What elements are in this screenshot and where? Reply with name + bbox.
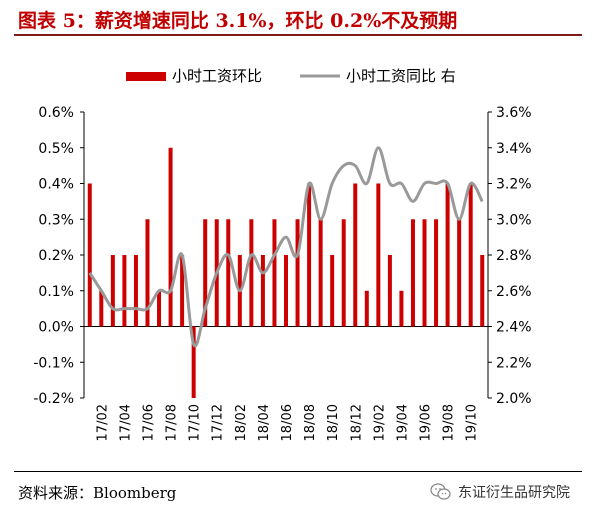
yoy-wage-line	[88, 146, 484, 348]
bar-19/10	[468, 183, 473, 327]
bar-19/03	[387, 255, 392, 327]
source-note: 资料来源：Bloomberg	[18, 484, 177, 502]
right-tick-label: 2.6%	[496, 284, 532, 300]
watermark-label: 东证衍生品研究院	[458, 485, 570, 501]
wechat-icon	[430, 483, 451, 500]
right-tick-label: 3.0%	[496, 212, 532, 228]
x-tick-label: 18/06	[280, 404, 295, 441]
axes: -0.2% -0.1% 0.0% 0.1% 0.2% 0.3% 0.4% 0.5% 0.6% 2.…	[33, 105, 531, 407]
right-tick-label: 3.4%	[496, 141, 532, 157]
bar-19/11	[480, 255, 485, 327]
bar-19/08	[445, 183, 450, 327]
left-tick-label: 0.6%	[38, 105, 74, 121]
x-tick-label: 18/08	[303, 404, 318, 441]
x-tick-label: 19/02	[372, 404, 387, 441]
x-tick-label: 19/06	[419, 404, 434, 441]
line-series	[88, 146, 484, 348]
bar-17/05	[133, 255, 138, 327]
right-tick-label: 3.2%	[496, 177, 532, 193]
bar-19/04	[399, 290, 404, 327]
left-tick-label: 0.1%	[38, 284, 74, 300]
x-tick-label: 19/08	[442, 404, 457, 441]
bar-17/07	[157, 290, 162, 327]
bar-18/12	[353, 183, 358, 327]
legend-bar-label: 小时工资环比	[172, 67, 262, 85]
legend-bar-swatch	[126, 72, 166, 81]
bar-series	[87, 147, 485, 398]
bar-19/01	[364, 290, 369, 327]
x-tick-label: 17/02	[95, 404, 110, 441]
left-tick-label: 0.4%	[38, 177, 74, 193]
bar-18/03	[249, 219, 254, 327]
bar-19/02	[376, 183, 381, 327]
x-tick-label: 19/04	[395, 404, 410, 441]
bar-18/08	[307, 183, 312, 327]
bar-18/07	[295, 219, 300, 327]
bar-18/05	[272, 219, 277, 327]
title-underline	[14, 34, 582, 36]
bar-19/06	[422, 219, 427, 327]
bar-17/04	[122, 255, 127, 327]
bar-17/02	[99, 290, 104, 327]
x-tick-label: 18/10	[326, 404, 341, 441]
x-tick-label: 17/12	[211, 404, 226, 441]
legend-line-label: 小时工资同比 右	[346, 67, 456, 85]
x-tick-label: 17/06	[141, 404, 156, 441]
bar-18/09	[318, 219, 323, 327]
legend: 小时工资环比 小时工资同比 右	[126, 67, 456, 85]
bar-19/09	[457, 219, 462, 327]
left-tick-label: -0.1%	[33, 355, 74, 371]
bar-17/08	[168, 147, 173, 327]
x-tick-label: 17/08	[165, 404, 180, 441]
footer-rule	[14, 471, 582, 472]
left-tick-label: 0.3%	[38, 212, 74, 228]
bar-17/06	[145, 219, 150, 327]
left-tick-label: 0.5%	[38, 141, 74, 157]
x-tick-label: 17/04	[118, 404, 133, 441]
bar-17/01	[87, 183, 92, 327]
right-tick-label: 2.8%	[496, 248, 532, 264]
x-tick-label: 18/04	[257, 404, 272, 441]
bar-18/04	[260, 255, 265, 327]
chart-title: 图表 5：薪资增速同比 3.1%，环比 0.2%不及预期	[18, 10, 458, 32]
bar-17/09	[180, 255, 185, 327]
left-tick-label: 0.2%	[38, 248, 74, 264]
bar-18/06	[284, 255, 288, 327]
x-tick-label: 17/10	[188, 404, 203, 441]
watermark: 东证衍生品研究院	[430, 482, 570, 502]
bar-18/10	[330, 255, 335, 327]
right-tick-label: 2.2%	[496, 355, 532, 371]
x-axis-labels: 17/02 17/04 17/06 17/08 17/10 17/12 18/02 18/04…	[95, 404, 479, 441]
bar-17/11	[203, 219, 208, 327]
bar-19/05	[410, 219, 415, 327]
bar-19/07	[434, 219, 439, 327]
left-tick-label: -0.2%	[33, 391, 74, 407]
bar-18/01	[226, 219, 231, 327]
right-tick-label: 2.0%	[496, 391, 532, 407]
wage-growth-chart: 小时工资环比 小时工资同比 右 -0.2% -0.1% 0.0% 0.1% 0.2% 0.…	[33, 67, 531, 441]
right-tick-label: 2.4%	[496, 320, 532, 336]
bar-17/10	[191, 326, 196, 398]
left-tick-label: 0.0%	[38, 320, 74, 336]
bar-17/03	[110, 255, 115, 327]
x-tick-label: 18/12	[349, 404, 364, 441]
bar-18/11	[341, 219, 346, 327]
x-tick-label: 19/10	[465, 404, 480, 441]
right-tick-label: 3.6%	[496, 105, 532, 121]
x-tick-label: 18/02	[234, 404, 249, 441]
